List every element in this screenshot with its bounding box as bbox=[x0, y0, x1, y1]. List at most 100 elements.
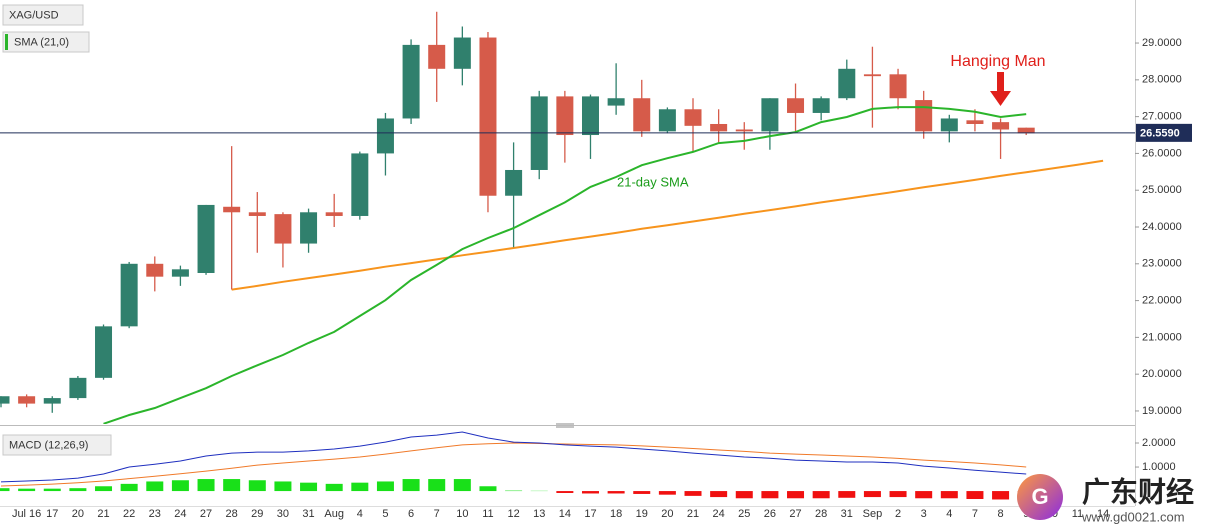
x-tick-label: 20 bbox=[661, 508, 673, 520]
x-tick-label: 11 bbox=[482, 508, 493, 520]
x-tick-label: 26 bbox=[764, 508, 776, 520]
candle-body bbox=[351, 153, 369, 216]
histogram-bar bbox=[607, 491, 625, 494]
legend-swatch bbox=[5, 34, 8, 50]
histogram-bar bbox=[556, 491, 574, 493]
x-tick-label: 17 bbox=[46, 508, 58, 520]
candle-body bbox=[325, 212, 343, 216]
histogram-bar bbox=[428, 479, 446, 492]
x-tick-label: 6 bbox=[408, 508, 414, 520]
legend-box bbox=[2, 31, 90, 53]
histogram-bar bbox=[171, 480, 189, 492]
candle-body bbox=[863, 74, 881, 77]
sma-line bbox=[103, 106, 1027, 424]
candle-body bbox=[453, 37, 471, 69]
candle-body bbox=[735, 129, 753, 132]
legend-box bbox=[2, 4, 84, 26]
histogram-bar bbox=[787, 491, 805, 499]
histogram-bar bbox=[658, 491, 676, 495]
x-tick-label: 8 bbox=[998, 508, 1004, 520]
candle-body bbox=[120, 263, 138, 327]
x-tick-label: 22 bbox=[123, 508, 135, 520]
histogram-bar bbox=[274, 481, 292, 492]
y-tick-label: 2.0000 bbox=[1142, 437, 1176, 449]
y-tick-label: 23.0000 bbox=[1142, 258, 1182, 270]
y-tick-label: 20.0000 bbox=[1142, 368, 1182, 380]
x-tick-label: 17 bbox=[584, 508, 596, 520]
last-price-box bbox=[1136, 123, 1192, 142]
candle-body bbox=[684, 109, 702, 126]
histogram-bar bbox=[248, 480, 266, 492]
x-tick-label: 14 bbox=[559, 508, 571, 520]
candle-body bbox=[479, 37, 497, 196]
x-tick-label: 10 bbox=[456, 508, 468, 520]
x-tick-label: 31 bbox=[302, 508, 314, 520]
x-tick-label: Sep bbox=[863, 508, 883, 520]
macd-line bbox=[0, 431, 1027, 483]
histogram-bar bbox=[915, 491, 933, 499]
x-tick-label: Aug bbox=[324, 508, 344, 520]
x-tick-label: 24 bbox=[713, 508, 725, 520]
histogram-bar bbox=[325, 483, 343, 492]
arrow bbox=[997, 72, 1004, 92]
candle-body bbox=[248, 212, 266, 216]
y-tick-label: 24.0000 bbox=[1142, 221, 1182, 233]
candle-body bbox=[812, 98, 830, 113]
histogram-bar bbox=[376, 481, 394, 492]
candle-body bbox=[376, 118, 394, 154]
macd-label: MACD (12,26,9) bbox=[9, 439, 88, 451]
candle-body bbox=[300, 212, 318, 244]
histogram-bar bbox=[453, 479, 471, 492]
x-tick-label: 25 bbox=[738, 508, 750, 520]
x-tick-label: 27 bbox=[200, 508, 212, 520]
x-tick-label: 4 bbox=[946, 508, 952, 520]
histogram-bar bbox=[735, 491, 753, 499]
symbol-label: XAG/USD bbox=[9, 9, 59, 21]
y-tick-label: 25.0000 bbox=[1142, 184, 1182, 196]
candle-body bbox=[607, 98, 625, 106]
candle-body bbox=[274, 214, 292, 244]
y-tick-label: 27.0000 bbox=[1142, 111, 1182, 123]
candle-body bbox=[556, 96, 574, 136]
candle-body bbox=[581, 96, 599, 136]
candle-body bbox=[710, 123, 728, 132]
histogram-bar bbox=[351, 482, 369, 492]
x-tick-label: 13 bbox=[533, 508, 545, 520]
candle-body bbox=[69, 377, 87, 399]
annotation: Hanging Man bbox=[950, 53, 1045, 70]
histogram-bar bbox=[684, 491, 702, 496]
candle-body bbox=[940, 118, 958, 132]
candle-body bbox=[992, 122, 1010, 130]
logo bbox=[1017, 474, 1063, 520]
candle-body bbox=[915, 100, 933, 132]
candle-body bbox=[761, 98, 779, 132]
y-tick-label: 1.0000 bbox=[1142, 461, 1176, 473]
y-tick-label: 28.0000 bbox=[1142, 74, 1182, 86]
last-price-label: 26.5590 bbox=[1140, 127, 1180, 139]
candle-body bbox=[1017, 127, 1035, 134]
histogram-bar bbox=[18, 488, 36, 492]
candle-body bbox=[43, 398, 61, 404]
candle-body bbox=[171, 269, 189, 277]
histogram-bar bbox=[940, 491, 958, 499]
candle-body bbox=[428, 44, 446, 69]
histogram-bar bbox=[95, 486, 113, 492]
y-tick-label: 19.0000 bbox=[1142, 405, 1182, 417]
candle-body bbox=[18, 396, 36, 404]
trendline bbox=[231, 159, 1104, 291]
x-tick-label: 28 bbox=[815, 508, 827, 520]
x-tick-label: 4 bbox=[357, 508, 363, 520]
candle-body bbox=[838, 68, 856, 99]
watermark-url: www.gd0021.com bbox=[1081, 509, 1185, 524]
histogram-bar bbox=[0, 488, 10, 492]
histogram-bar bbox=[812, 491, 830, 499]
candle-body bbox=[505, 169, 523, 196]
x-tick-label: 28 bbox=[226, 508, 238, 520]
y-tick-label: 29.0000 bbox=[1142, 37, 1182, 49]
x-tick-label: 21 bbox=[97, 508, 109, 520]
y-tick-label: 22.0000 bbox=[1142, 294, 1182, 306]
histogram-bar bbox=[197, 479, 215, 492]
histogram-bar bbox=[120, 483, 138, 492]
histogram-bar bbox=[581, 491, 599, 494]
